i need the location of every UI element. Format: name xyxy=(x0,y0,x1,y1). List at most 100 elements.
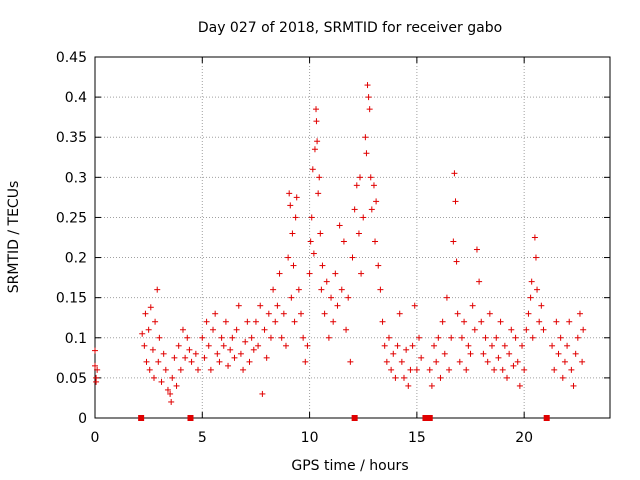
data-point xyxy=(179,326,186,333)
data-point xyxy=(353,182,360,189)
data-point xyxy=(416,334,423,341)
data-point xyxy=(403,346,410,353)
data-point xyxy=(345,294,352,301)
data-point xyxy=(274,302,281,309)
data-point xyxy=(452,198,459,205)
data-point xyxy=(351,206,358,213)
data-point xyxy=(154,286,161,293)
data-point xyxy=(92,362,98,369)
data-point xyxy=(323,278,330,285)
data-point xyxy=(285,254,292,261)
data-point xyxy=(373,198,380,205)
data-point xyxy=(510,362,517,369)
data-point xyxy=(433,358,440,365)
data-point xyxy=(580,326,587,333)
data-point xyxy=(488,342,495,349)
data-point xyxy=(210,326,217,333)
data-point xyxy=(381,342,388,349)
grid xyxy=(95,57,610,418)
x-axis-label: GPS time / hours xyxy=(291,458,408,474)
data-point xyxy=(316,174,323,181)
data-point xyxy=(195,366,201,373)
data-point xyxy=(160,350,167,357)
data-point xyxy=(383,358,390,365)
data-point xyxy=(313,118,320,125)
data-point xyxy=(564,342,571,349)
data-point xyxy=(561,358,568,365)
data-point xyxy=(186,346,193,353)
data-point xyxy=(519,342,526,349)
data-point xyxy=(521,366,528,373)
data-point xyxy=(493,334,500,341)
data-point xyxy=(401,374,407,381)
data-point xyxy=(147,304,154,311)
data-point xyxy=(553,318,560,325)
data-point xyxy=(476,278,483,285)
data-point xyxy=(365,94,372,101)
data-point xyxy=(396,310,403,317)
data-point xyxy=(242,338,249,345)
data-point xyxy=(340,238,347,245)
data-point xyxy=(338,286,345,293)
data-point xyxy=(270,286,277,293)
data-point xyxy=(411,302,418,309)
data-point xyxy=(309,166,316,173)
data-point xyxy=(499,366,506,373)
data-point xyxy=(246,358,253,365)
data-point xyxy=(94,366,101,373)
data-point xyxy=(167,390,174,397)
data-point xyxy=(278,334,285,341)
data-point xyxy=(336,222,343,229)
data-point xyxy=(175,342,182,349)
data-point xyxy=(486,310,493,317)
data-point xyxy=(290,262,297,269)
data-point xyxy=(184,334,191,341)
x-axis: 0 5 10 15 20 xyxy=(91,57,533,446)
data-point xyxy=(177,366,184,373)
x-tick-label: 10 xyxy=(301,430,319,446)
data-point xyxy=(458,334,465,341)
data-point xyxy=(149,346,156,353)
data-point xyxy=(311,146,318,153)
data-point xyxy=(263,354,270,361)
data-point xyxy=(504,374,510,381)
data-point xyxy=(307,238,314,245)
baseline-marker xyxy=(138,415,145,421)
data-point xyxy=(158,378,165,385)
data-point xyxy=(372,238,379,245)
baseline-marker xyxy=(426,415,433,421)
data-point xyxy=(443,294,450,301)
data-point xyxy=(164,386,171,393)
data-point xyxy=(298,310,304,317)
data-point xyxy=(207,366,214,373)
data-point xyxy=(527,294,534,301)
data-point xyxy=(315,190,322,197)
data-point xyxy=(302,358,309,365)
data-point xyxy=(549,342,556,349)
data-point xyxy=(534,286,541,293)
data-point xyxy=(576,310,583,317)
data-point xyxy=(291,318,298,325)
data-point xyxy=(451,170,458,177)
data-point xyxy=(467,350,474,357)
data-point xyxy=(265,310,272,317)
data-point xyxy=(328,294,335,301)
data-point xyxy=(450,238,457,245)
data-point xyxy=(267,334,274,341)
baseline-marker xyxy=(422,415,429,421)
data-point xyxy=(484,358,491,365)
data-point xyxy=(319,262,326,269)
data-point xyxy=(538,302,545,309)
data-point xyxy=(461,318,468,325)
data-point xyxy=(313,106,320,113)
y-tick-label: 0.3 xyxy=(65,170,87,186)
data-point xyxy=(508,326,515,333)
data-point xyxy=(418,354,425,361)
data-point xyxy=(501,342,508,349)
data-point xyxy=(357,174,364,181)
data-point xyxy=(473,246,480,253)
data-point xyxy=(216,358,223,365)
data-point xyxy=(155,358,162,365)
data-point xyxy=(368,206,375,213)
